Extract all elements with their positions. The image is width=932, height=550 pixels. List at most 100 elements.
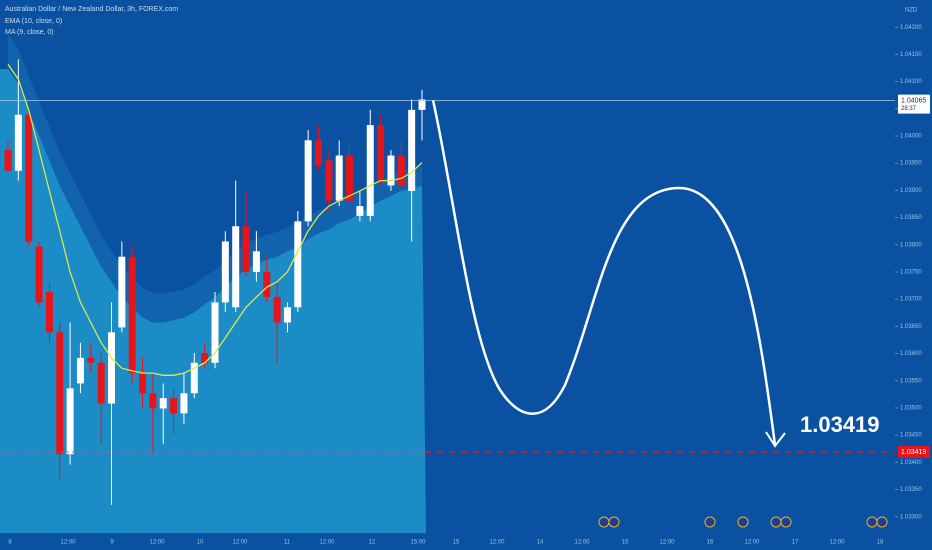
candle-body <box>325 160 333 201</box>
target-label: 1.03419 <box>800 412 880 437</box>
event-icons <box>598 516 888 528</box>
y-tick-label: 1.03700 <box>900 297 922 303</box>
event-icon[interactable] <box>770 516 782 528</box>
candle-body <box>252 251 260 272</box>
x-tick-label: 11 <box>284 540 291 546</box>
last-price-box <box>898 94 930 114</box>
x-tick-label: 10 <box>197 540 204 546</box>
candle-body <box>273 296 281 323</box>
candle-body <box>25 114 33 242</box>
event-icon[interactable] <box>608 516 620 528</box>
last-price-label: 1.04065 <box>901 97 926 104</box>
y-tick-label: 1.03500 <box>900 405 922 411</box>
candle-body <box>356 206 364 216</box>
candle-body <box>149 393 157 409</box>
currency-label: NZD <box>905 8 918 14</box>
candle-body <box>408 109 416 191</box>
event-icon[interactable] <box>704 516 716 528</box>
candle-body <box>294 221 302 308</box>
y-tick-label: 1.03450 <box>900 433 922 439</box>
candle-body <box>304 140 312 222</box>
candle-body <box>418 99 426 110</box>
candle-body <box>108 332 115 404</box>
candle-body <box>170 398 178 414</box>
ema-line <box>7 63 423 376</box>
x-tick-label: 12:00 <box>319 540 335 546</box>
candle-body <box>66 388 74 455</box>
x-tick-label: 15 <box>453 540 460 546</box>
legend-entry: MA (9, close, 0) <box>5 29 54 36</box>
x-tick-label: 12:00 <box>744 540 760 546</box>
target-axis-label: 1.03419 <box>901 449 926 456</box>
y-tick-label: 1.03750 <box>900 270 922 276</box>
event-icon[interactable] <box>780 516 792 528</box>
y-tick-label: 1.03900 <box>900 188 922 194</box>
candle-body <box>118 256 126 328</box>
candle-body <box>159 398 167 409</box>
y-tick-label: 1.03600 <box>900 351 922 357</box>
candle-body <box>221 241 229 303</box>
x-tick-label: 15 <box>622 540 629 546</box>
x-tick-label: 12:00 <box>829 540 845 546</box>
x-tick-label: 12:00 <box>60 540 76 546</box>
y-tick-label: 1.03850 <box>900 215 922 221</box>
candle-body <box>397 155 405 186</box>
candle-body <box>76 357 84 384</box>
x-tick-label: 14 <box>537 540 544 546</box>
y-tick-label: 1.04100 <box>900 79 922 85</box>
y-tick-label: 1.03950 <box>900 161 922 167</box>
candle-body <box>180 393 188 414</box>
event-icon[interactable] <box>876 516 888 528</box>
candle-body <box>283 307 291 323</box>
event-icon[interactable] <box>737 516 749 528</box>
candle-body <box>366 125 374 216</box>
y-tick-label: 1.03650 <box>900 324 922 330</box>
projection-curve <box>431 99 777 446</box>
candle-body <box>128 256 136 374</box>
candle-body <box>335 155 343 201</box>
y-tick-label: 1.04000 <box>900 134 922 140</box>
y-tick-label: 1.03800 <box>900 242 922 248</box>
candle-body <box>211 302 219 363</box>
candle-body <box>139 373 147 394</box>
y-tick-label: 1.03300 <box>900 514 922 520</box>
countdown-label: 28:37 <box>901 106 917 112</box>
x-tick-label: 15:00 <box>410 540 426 546</box>
candle-body <box>190 362 198 394</box>
candle-body <box>45 292 53 333</box>
candle-body <box>56 332 64 455</box>
candle-body <box>346 155 354 201</box>
candle-body <box>263 271 271 297</box>
candle-body <box>4 150 12 171</box>
event-icon[interactable] <box>866 516 878 528</box>
candle-body <box>35 246 43 303</box>
x-tick-label: 16 <box>707 540 714 546</box>
x-tick-label: 12:00 <box>659 540 675 546</box>
projection-arrow <box>765 431 786 448</box>
x-tick-label: 8 <box>8 540 12 546</box>
y-tick-label: 1.03550 <box>900 378 922 384</box>
candle-body <box>315 140 322 166</box>
candle-body <box>97 362 105 404</box>
event-icon[interactable] <box>598 516 610 528</box>
legend-entry: EMA (10, close, 0) <box>5 18 62 25</box>
x-tick-label: 12:00 <box>149 540 165 546</box>
candle-body <box>87 357 95 363</box>
x-tick-label: 12 <box>369 540 376 546</box>
x-tick-label: 12:00 <box>489 540 505 546</box>
plot <box>0 34 426 533</box>
y-tick-label: 1.03350 <box>900 487 922 493</box>
candle-body <box>242 226 250 272</box>
y-tick-label: 1.03400 <box>900 460 922 466</box>
ma-area <box>0 69 426 533</box>
y-tick-label: 1.04150 <box>900 52 922 58</box>
x-tick-label: 9 <box>110 540 114 546</box>
y-tick-label: 1.04200 <box>900 25 922 31</box>
x-tick-label: 12:00 <box>574 540 590 546</box>
x-tick-label: 12:00 <box>232 540 248 546</box>
candle-body <box>387 155 395 186</box>
chart-title: Australian Dollar / New Zealand Dollar, … <box>5 6 178 13</box>
candle-body <box>201 352 209 363</box>
